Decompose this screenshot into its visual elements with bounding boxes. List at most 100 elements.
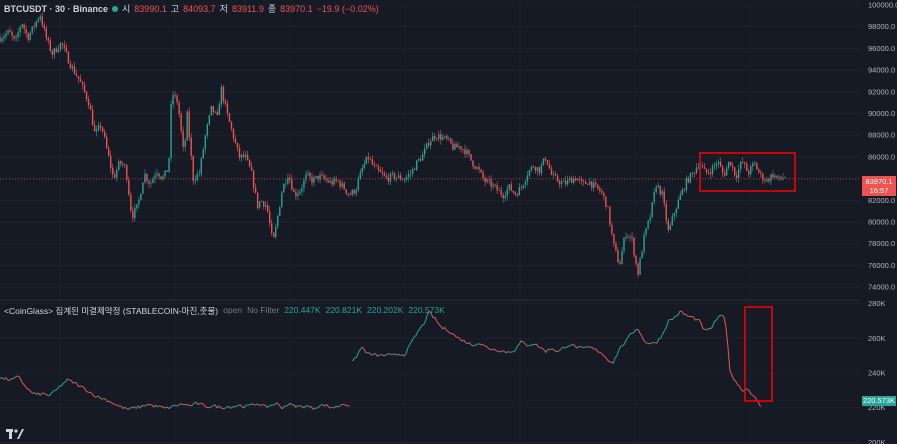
symbol-title[interactable]: BTCUSDT · 30 · Binance xyxy=(4,3,109,14)
open-interest-segment xyxy=(55,388,58,391)
open-interest-segment xyxy=(337,405,341,408)
open-interest-segment xyxy=(309,406,312,408)
candle-body xyxy=(236,142,239,148)
open-interest-y-axis[interactable]: 200K 220K 240K 260K 280K xyxy=(868,299,886,444)
open-interest-segment xyxy=(403,353,407,357)
open-interest-segment xyxy=(419,325,423,330)
candle-body xyxy=(347,193,349,195)
candle-body xyxy=(742,161,744,163)
open-interest-segment xyxy=(339,404,343,407)
open-interest-segment xyxy=(413,335,417,338)
price-tick-label: 98000.0 xyxy=(868,22,895,31)
open-interest-segment xyxy=(530,344,533,346)
open-interest-segment xyxy=(417,328,421,333)
price-y-axis[interactable]: 74000.076000.078000.080000.082000.084000… xyxy=(868,1,897,292)
open-interest-segment xyxy=(86,390,89,393)
candle-body xyxy=(411,169,414,174)
candle-body xyxy=(748,171,750,175)
open-interest-segment xyxy=(293,404,297,408)
candle-body xyxy=(438,134,440,139)
open-interest-segment xyxy=(109,400,112,404)
candle-body xyxy=(345,189,347,194)
open-interest-segment xyxy=(297,405,300,407)
open-interest-segment xyxy=(398,353,401,356)
open-interest-segment xyxy=(706,327,710,331)
candle-body xyxy=(258,201,261,208)
candle-body xyxy=(492,184,494,187)
open-interest-segment xyxy=(15,375,18,378)
open-interest-segment xyxy=(580,346,583,348)
candle-body xyxy=(735,175,738,178)
candle-body xyxy=(691,172,694,174)
candle-body xyxy=(530,166,533,171)
candle-body xyxy=(595,182,597,185)
open-interest-segment xyxy=(675,314,679,317)
candle-body xyxy=(325,178,327,180)
open-interest-segment xyxy=(754,396,758,401)
indicator-legend[interactable]: <CoinGlass> 집계된 미결제약정 (STABLECOIN-마진,춧물)… xyxy=(4,305,445,317)
candle-body xyxy=(138,200,140,205)
candle-body xyxy=(242,154,245,157)
open-interest-segment xyxy=(186,403,189,406)
candle-body xyxy=(399,175,402,180)
candle-body xyxy=(456,144,458,148)
open-interest-tick-label: 280K xyxy=(868,299,886,308)
open-interest-segment xyxy=(274,402,277,406)
open-interest-segment xyxy=(471,344,474,347)
candle-body xyxy=(355,189,357,194)
change-value: −19.9 (−0.02%) xyxy=(316,3,379,14)
open-interest-segment xyxy=(95,395,99,398)
candle-body xyxy=(371,159,374,165)
candle-body xyxy=(633,237,635,256)
candle-body xyxy=(448,138,450,140)
candle-body xyxy=(756,163,758,170)
candle-body xyxy=(754,163,756,164)
tradingview-logo-icon[interactable] xyxy=(6,428,24,440)
open-interest-segment xyxy=(492,348,495,351)
price-legend[interactable]: BTCUSDT · 30 · Binance 시 83990.1 고 84093.7… xyxy=(4,2,379,15)
candle-body xyxy=(166,170,168,172)
indicator-open: 220.447K xyxy=(284,305,321,315)
candle-body xyxy=(593,182,595,188)
candle-body xyxy=(281,192,283,207)
open-interest-segment xyxy=(375,353,378,357)
candle-body xyxy=(548,164,551,169)
indicator-title[interactable]: <CoinGlass> 집계된 미결제약정 (STABLECOIN-마진,춧물) xyxy=(4,306,219,316)
candle-body xyxy=(568,178,571,180)
candle-body xyxy=(470,154,472,161)
open-interest-segment xyxy=(671,316,675,320)
candle-body xyxy=(738,169,740,178)
candle-body xyxy=(214,111,217,113)
open-interest-segment xyxy=(124,406,128,410)
open-interest-segment xyxy=(306,405,310,408)
open-interest-segment xyxy=(553,349,556,352)
open-interest-segment xyxy=(90,391,93,395)
open-interest-segment xyxy=(505,351,508,354)
candle-body xyxy=(351,189,353,196)
open-interest-tag: 220.573K xyxy=(862,396,896,406)
open-interest-segment xyxy=(572,343,576,346)
candle-body xyxy=(760,172,762,174)
candle-body xyxy=(154,175,156,179)
candle-body xyxy=(663,191,665,204)
open-interest-segment xyxy=(39,392,43,396)
open-interest-segment xyxy=(132,406,135,409)
open-interest-segment xyxy=(741,389,744,392)
candle-body xyxy=(341,183,343,187)
candle-body xyxy=(105,136,108,148)
candle-body xyxy=(309,172,311,177)
candle-body xyxy=(574,178,577,181)
candle-body xyxy=(591,181,593,188)
open-interest-segment xyxy=(182,403,185,406)
open-interest-segment xyxy=(467,342,470,345)
candle-body xyxy=(641,251,643,259)
candle-body xyxy=(621,251,623,265)
candle-body xyxy=(673,213,675,217)
open-interest-segment xyxy=(649,342,652,345)
open-interest-segment xyxy=(255,403,258,406)
open-interest-segment xyxy=(700,323,704,329)
candle-body xyxy=(297,193,299,197)
candle-body xyxy=(333,178,335,185)
open-interest-segment xyxy=(729,369,733,376)
